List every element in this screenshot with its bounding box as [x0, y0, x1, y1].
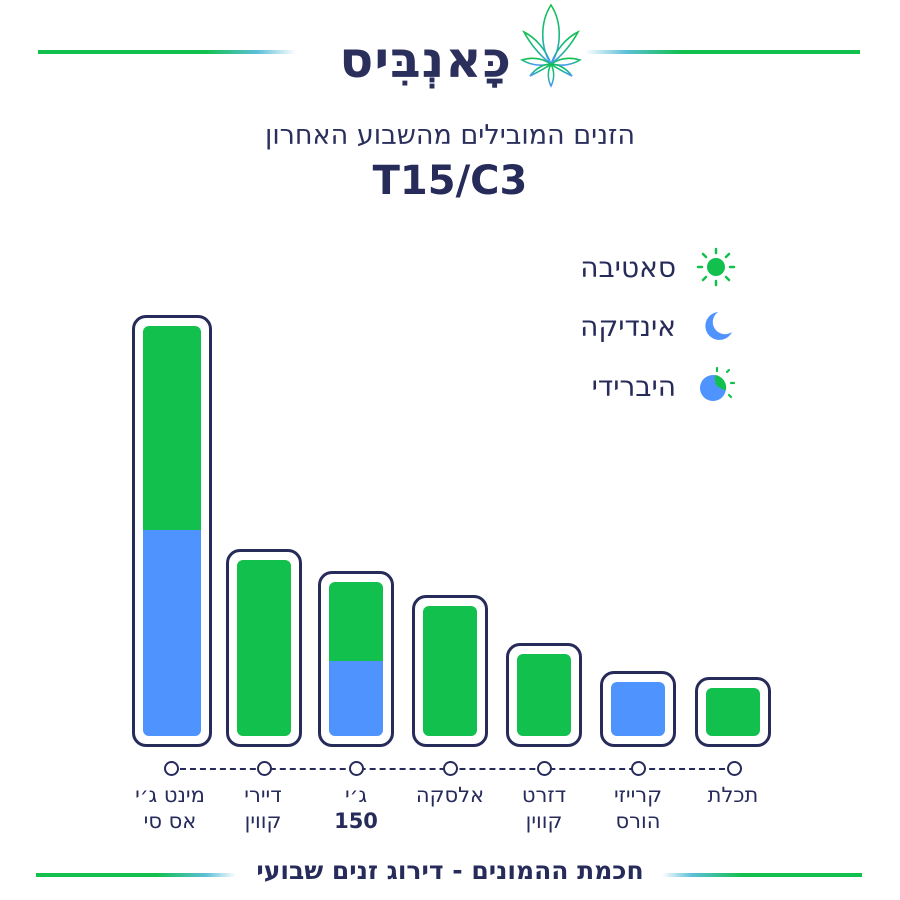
bar-segment-indica: [611, 682, 665, 736]
axis-tick: [164, 761, 179, 776]
hybrid-sun-moon-icon: [696, 366, 736, 406]
bar-segment-sativa: [706, 688, 760, 736]
header-line-right: [585, 50, 860, 54]
axis-tick: [257, 761, 272, 776]
footer-line-left: [36, 873, 236, 877]
bar-segment-indica: [329, 661, 383, 736]
cannabis-leaf-icon: [520, 2, 582, 88]
sun-icon: [696, 247, 736, 287]
bar-segment-sativa: [517, 654, 571, 736]
legend-label-indica: אינדיקה: [580, 309, 676, 343]
legend-item-hybrid: היברידי: [592, 366, 736, 406]
bar-mint-gsc: [132, 315, 212, 747]
header-line-left: [38, 50, 296, 54]
x-label-g-150: ג׳י 150: [334, 783, 378, 833]
legend-item-sativa: סאטיבה: [580, 247, 736, 287]
bar-crazy-horse: [600, 671, 676, 747]
bar-g-150: [318, 571, 394, 747]
x-label-alaska: אלסקה: [415, 783, 485, 807]
x-label-desert-queen: דזרט קווין: [521, 783, 567, 833]
bar-tchelet: [695, 677, 771, 747]
axis-tick: [727, 761, 742, 776]
legend-item-indica: אינדיקה: [580, 306, 736, 346]
chart-subtitle: הזנים המובילים מהשבוע האחרון: [264, 120, 636, 151]
footer-caption: חכמת ההמונים - דירוג זנים שבועי: [256, 856, 644, 885]
moon-icon: [696, 306, 736, 346]
legend-label-sativa: סאטיבה: [580, 250, 676, 284]
bar-segment-sativa: [423, 606, 477, 736]
x-label-dairy-queen: דיירי קווין: [244, 783, 282, 833]
axis-tick: [349, 761, 364, 776]
bar-segment-sativa: [237, 560, 291, 736]
bar-segment-indica: [143, 530, 201, 736]
x-label-crazy-horse: קרייזי הורס: [613, 783, 663, 833]
x-label-tchelet: תכלת: [707, 783, 759, 807]
chart-code: T15/C3: [372, 158, 528, 204]
axis-tick: [443, 761, 458, 776]
bar-alaska: [412, 595, 488, 747]
footer-line-right: [662, 873, 862, 877]
axis-tick: [631, 761, 646, 776]
x-label-mint-gsc: מינט ג׳י אס סי: [135, 783, 205, 833]
bar-dairy-queen: [226, 549, 302, 747]
axis-tick: [537, 761, 552, 776]
bar-segment-sativa: [329, 582, 383, 661]
brand-name: כָּאנְבִּיס: [339, 31, 512, 89]
bar-desert-queen: [506, 643, 582, 747]
legend-label-hybrid: היברידי: [591, 369, 676, 403]
bar-segment-sativa: [143, 326, 201, 530]
